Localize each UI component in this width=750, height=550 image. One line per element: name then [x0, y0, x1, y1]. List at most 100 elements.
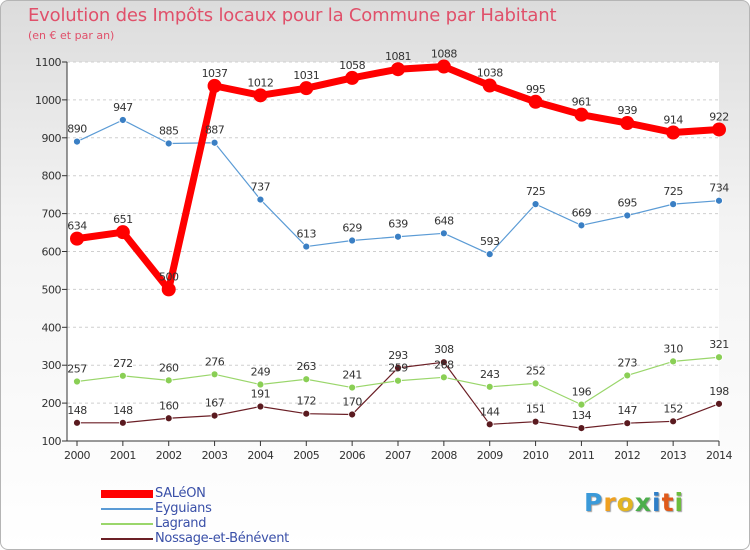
data-label: 147	[618, 404, 638, 417]
series-point	[439, 373, 448, 382]
x-tick-label: 2011	[568, 449, 594, 462]
data-label: 613	[297, 228, 317, 241]
data-label: 1088	[431, 48, 457, 61]
data-label: 167	[205, 397, 225, 410]
data-label: 629	[342, 222, 362, 235]
data-label: 191	[251, 388, 271, 401]
x-tick-label: 2006	[339, 449, 365, 462]
series-point	[256, 380, 265, 389]
data-label: 273	[618, 356, 638, 369]
y-tick-label: 500	[42, 283, 62, 296]
data-label: 249	[251, 366, 271, 379]
data-label: 1081	[385, 50, 411, 63]
chart-title: Evolution des Impôts locaux pour la Comm…	[28, 5, 557, 26]
series-point	[73, 377, 81, 386]
series-point	[161, 282, 176, 297]
x-tick-label: 2003	[202, 449, 228, 462]
series-point	[485, 382, 494, 391]
data-label: 172	[297, 395, 317, 408]
data-label: 634	[67, 220, 87, 233]
x-tick-label: 2013	[660, 449, 686, 462]
data-label: 241	[342, 369, 362, 382]
series-point	[302, 375, 311, 384]
data-label: 887	[205, 124, 225, 137]
data-label: 725	[663, 185, 683, 198]
series-point	[623, 211, 632, 220]
data-label: 1058	[339, 59, 365, 72]
series-point	[669, 357, 678, 366]
y-tick-label: 1000	[35, 94, 61, 107]
series-point	[715, 353, 723, 362]
data-label: 151	[526, 403, 546, 416]
series-point	[669, 417, 678, 426]
series-point	[210, 138, 219, 147]
series-point	[577, 221, 586, 230]
series-point	[394, 363, 402, 372]
x-tick-label: 2009	[477, 449, 503, 462]
chart-legend: SALéON Eyguians Lagrand Nossage-et-Bénévent	[101, 486, 289, 546]
series-point	[715, 196, 723, 205]
data-label: 252	[526, 364, 546, 377]
series-point	[666, 125, 681, 140]
series-point	[210, 411, 219, 420]
series-point	[531, 200, 540, 209]
data-label: 196	[572, 386, 592, 399]
legend-swatch	[101, 489, 153, 498]
series-point	[439, 358, 448, 367]
x-tick-label: 2004	[247, 449, 273, 462]
series-point	[394, 376, 402, 385]
data-label: 961	[572, 96, 592, 109]
series-point	[577, 424, 586, 433]
series-point	[164, 414, 173, 423]
legend-label: SALéON	[155, 486, 206, 501]
y-tick-label: 100	[42, 435, 62, 448]
x-tick-label: 2001	[110, 449, 136, 462]
series-point	[302, 409, 311, 418]
legend-item: SALéON	[101, 486, 289, 501]
data-label: 914	[663, 113, 683, 126]
legend-swatch	[101, 537, 153, 540]
series-point	[345, 70, 360, 85]
data-label: 885	[159, 124, 179, 137]
series-point	[348, 236, 357, 245]
data-label: 890	[67, 123, 87, 136]
series-point	[118, 418, 127, 427]
logo-letter: x	[634, 488, 652, 517]
data-label: 1037	[202, 67, 228, 80]
x-tick-label: 2000	[64, 449, 90, 462]
y-tick-label: 800	[42, 170, 62, 183]
data-label: 259	[388, 362, 408, 375]
y-tick-label: 1100	[35, 56, 61, 69]
series-point	[439, 229, 448, 238]
chart-subtitle: (en € et par an)	[28, 29, 115, 42]
series-point	[623, 371, 632, 380]
legend-item: Nossage-et-Bénévent	[101, 531, 289, 546]
series-point	[669, 200, 678, 209]
logo-letter: o	[616, 488, 635, 517]
series-point	[623, 419, 632, 428]
legend-swatch	[101, 507, 153, 510]
data-label: 243	[480, 368, 500, 381]
logo-letter: P	[584, 488, 604, 517]
data-label: 639	[388, 218, 408, 231]
data-label: 1038	[477, 66, 503, 79]
series-point	[210, 370, 219, 379]
data-label: 669	[572, 206, 592, 219]
logo-letter: r	[603, 488, 617, 517]
series-point	[394, 232, 402, 241]
data-label: 648	[434, 214, 454, 227]
data-label: 148	[113, 404, 133, 417]
series-point	[207, 78, 222, 93]
series-point	[73, 418, 81, 427]
data-label: 293	[388, 349, 408, 362]
data-label: 160	[159, 399, 179, 412]
data-label: 308	[434, 343, 454, 356]
series-point	[577, 400, 586, 409]
data-label: 170	[342, 395, 362, 408]
data-label: 734	[709, 182, 729, 195]
logo-letter: i	[652, 488, 662, 517]
legend-label: Lagrand	[155, 516, 207, 531]
x-tick-label: 2014	[706, 449, 732, 462]
